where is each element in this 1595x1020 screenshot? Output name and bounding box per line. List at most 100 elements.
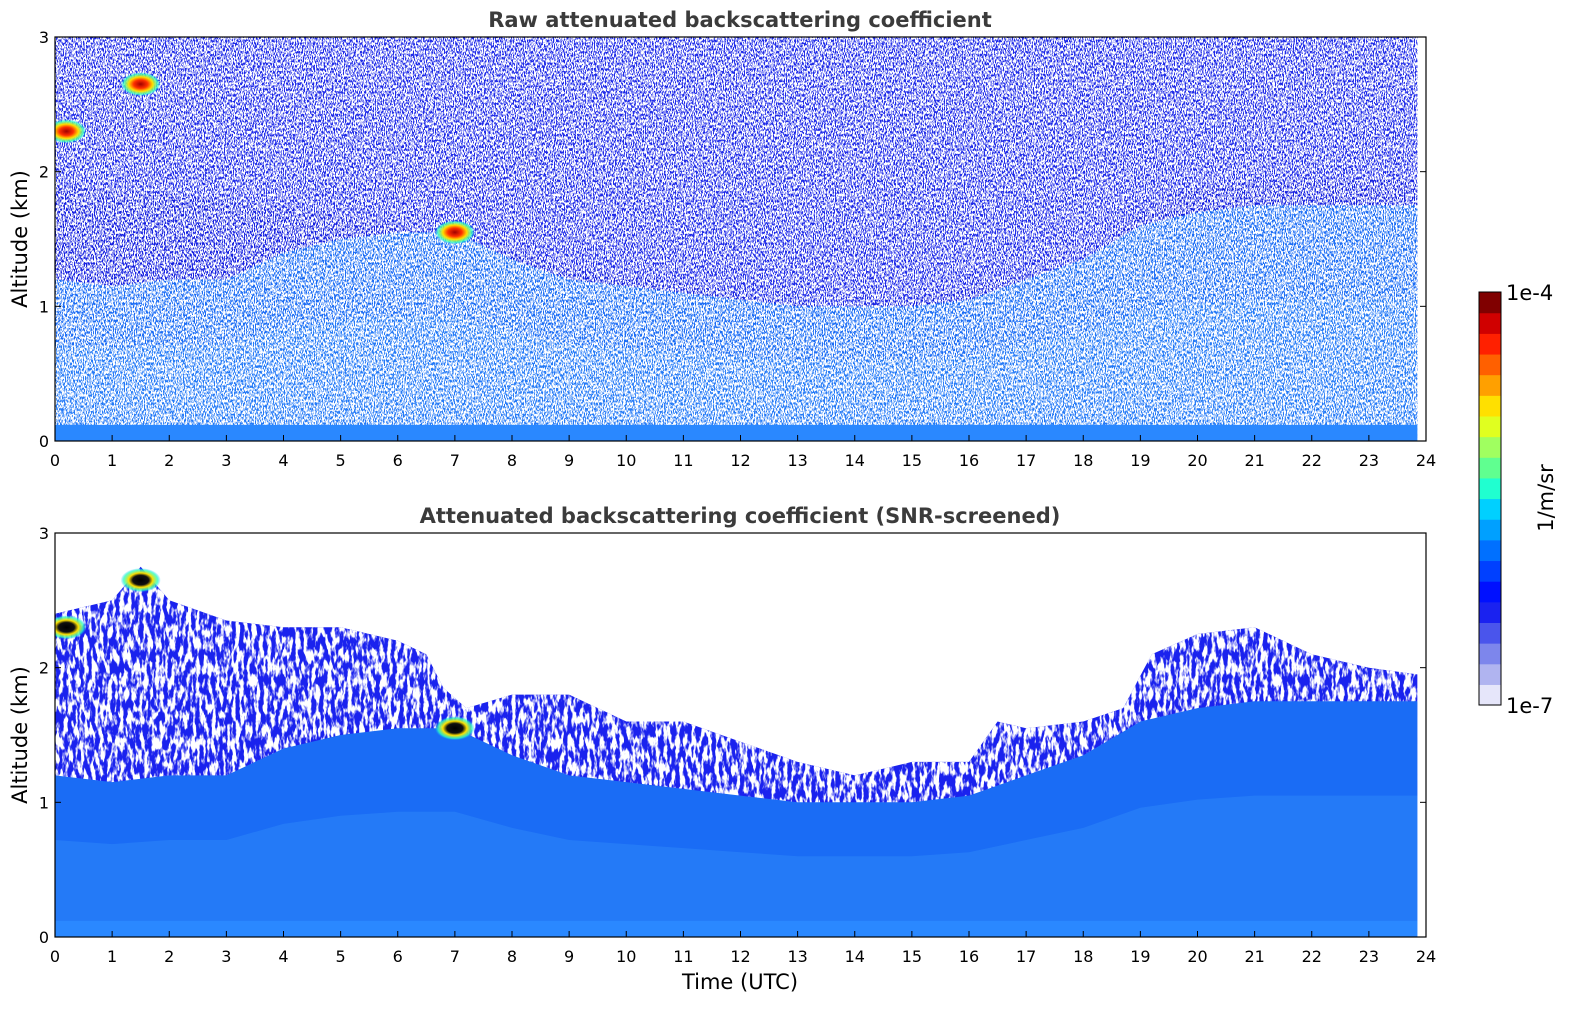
x-tick-label: 16 — [959, 947, 979, 966]
x-tick-label: 19 — [1130, 947, 1150, 966]
x-tick-label: 14 — [845, 947, 865, 966]
x-tick-label: 8 — [507, 451, 517, 470]
x-tick-label: 15 — [902, 947, 922, 966]
x-tick-label: 13 — [787, 451, 807, 470]
colorbar-step — [1479, 457, 1501, 479]
colorbar-step — [1479, 477, 1501, 500]
x-tick-label: 23 — [1359, 947, 1379, 966]
colorbar-step — [1479, 684, 1501, 706]
heatmap-raw-surface-layer — [55, 424, 1418, 441]
x-tick-label: 17 — [1016, 947, 1036, 966]
x-tick-label: 3 — [221, 451, 231, 470]
heatmap-raw-nodata — [1417, 37, 1426, 441]
axes-screened: 0 1 2 3 4 5 6 7 8 9 10 11 12 13 14 15 16 17 18 19 20 21 22 23 24… — [39, 524, 1436, 966]
colorbar-step — [1479, 353, 1501, 376]
x-tick-label: 24 — [1416, 451, 1436, 470]
x-tick-label: 14 — [845, 451, 865, 470]
x-tick-label: 15 — [902, 451, 922, 470]
x-tick-label: 4 — [278, 451, 288, 470]
axes-raw: 0 1 2 3 4 5 6 7 8 9 10 11 12 13 14 15 16 17 18 19 20 21 22 23 24… — [39, 28, 1436, 470]
heatmap-raw-noise — [55, 37, 1426, 441]
colorbar-step — [1479, 622, 1501, 644]
feature-mark — [55, 119, 87, 144]
y-tick-label: 3 — [39, 524, 49, 543]
x-tick-label: 5 — [336, 947, 346, 966]
x-tick-label: 8 — [507, 947, 517, 966]
colorbar-step — [1479, 519, 1501, 541]
colorbar-min-label: 1e-7 — [1506, 694, 1553, 718]
colorbar-step — [1479, 415, 1501, 438]
y-tick-label: 0 — [39, 432, 49, 451]
y-tick-label: 3 — [39, 28, 49, 47]
heatmap-screened-boundary-layer-core — [55, 795, 1418, 937]
x-tick-label: 12 — [730, 947, 750, 966]
x-tick-label: 1 — [107, 947, 117, 966]
x-tick-label: 20 — [1187, 451, 1207, 470]
x-tick-label: 7 — [450, 947, 460, 966]
x-tick-label: 21 — [1244, 451, 1264, 470]
x-tick-label: 19 — [1130, 451, 1150, 470]
x-tick-label: 22 — [1302, 451, 1322, 470]
colorbar-step — [1479, 333, 1501, 355]
x-tick-label: 21 — [1244, 947, 1264, 966]
feature-mark — [434, 220, 475, 245]
y-tick-label: 0 — [39, 928, 49, 947]
x-tick-label: 13 — [787, 947, 807, 966]
heatmap-raw — [55, 37, 1426, 441]
feature-mark — [120, 72, 161, 97]
x-tick-label: 10 — [616, 451, 636, 470]
x-tick-label: 11 — [673, 451, 693, 470]
heatmap-raw-features — [55, 72, 475, 245]
colorbar-step — [1479, 498, 1501, 520]
x-tick-label: 0 — [50, 947, 60, 966]
panel-screened: Attenuated backscattering coefficient (S… — [8, 504, 1436, 994]
panel-title-screened: Attenuated backscattering coefficient (S… — [420, 504, 1061, 528]
x-tick-label: 4 — [278, 947, 288, 966]
colorbar-frame — [1478, 291, 1502, 706]
colorbar-step — [1479, 374, 1501, 396]
colorbar-step — [1479, 643, 1501, 665]
y-tick-label: 2 — [39, 163, 49, 182]
x-tick-label: 20 — [1187, 947, 1207, 966]
x-tick-label: 22 — [1302, 947, 1322, 966]
heatmap-screened-surface-layer — [55, 920, 1418, 937]
feature-mark — [120, 568, 161, 593]
ylabel-raw: Altitude (km) — [8, 170, 32, 308]
y-tick-label: 1 — [39, 793, 49, 812]
colorbar-unit-label: 1/m/sr — [1534, 464, 1558, 532]
x-tick-label: 9 — [564, 947, 574, 966]
colorbar-step — [1479, 560, 1501, 582]
x-tick-label: 1 — [107, 451, 117, 470]
colorbar-step — [1479, 539, 1501, 562]
x-tick-label: 16 — [959, 451, 979, 470]
colorbar-step — [1479, 436, 1501, 458]
colorbar-step — [1479, 312, 1501, 334]
x-tick-label: 3 — [221, 947, 231, 966]
x-tick-label: 9 — [564, 451, 574, 470]
heatmap-screened-features — [55, 568, 475, 741]
colorbar-step — [1479, 395, 1501, 417]
x-tick-label: 7 — [450, 451, 460, 470]
x-tick-label: 17 — [1016, 451, 1036, 470]
x-tick-label: 18 — [1073, 451, 1093, 470]
x-tick-label: 10 — [616, 947, 636, 966]
colorbar-step — [1479, 581, 1501, 603]
y-tick-label: 1 — [39, 297, 49, 316]
x-tick-label: 0 — [50, 451, 60, 470]
feature-mark — [434, 716, 475, 741]
x-tick-label: 5 — [336, 451, 346, 470]
x-tick-label: 23 — [1359, 451, 1379, 470]
x-tick-label: 11 — [673, 947, 693, 966]
x-tick-label: 6 — [393, 451, 403, 470]
x-tick-label: 18 — [1073, 947, 1093, 966]
xlabel-screened: Time (UTC) — [681, 970, 798, 994]
colorbar-max-label: 1e-4 — [1506, 281, 1553, 305]
colorbar-step — [1479, 292, 1501, 314]
y-tick-label: 2 — [39, 659, 49, 678]
panel-raw: Raw attenuated backscattering coefficien… — [8, 8, 1436, 470]
feature-mark — [55, 615, 87, 640]
panel-title-raw: Raw attenuated backscattering coefficien… — [488, 8, 992, 32]
x-tick-label: 2 — [164, 451, 174, 470]
colorbar: 1e-4 1e-7 1/m/sr — [1478, 281, 1558, 718]
